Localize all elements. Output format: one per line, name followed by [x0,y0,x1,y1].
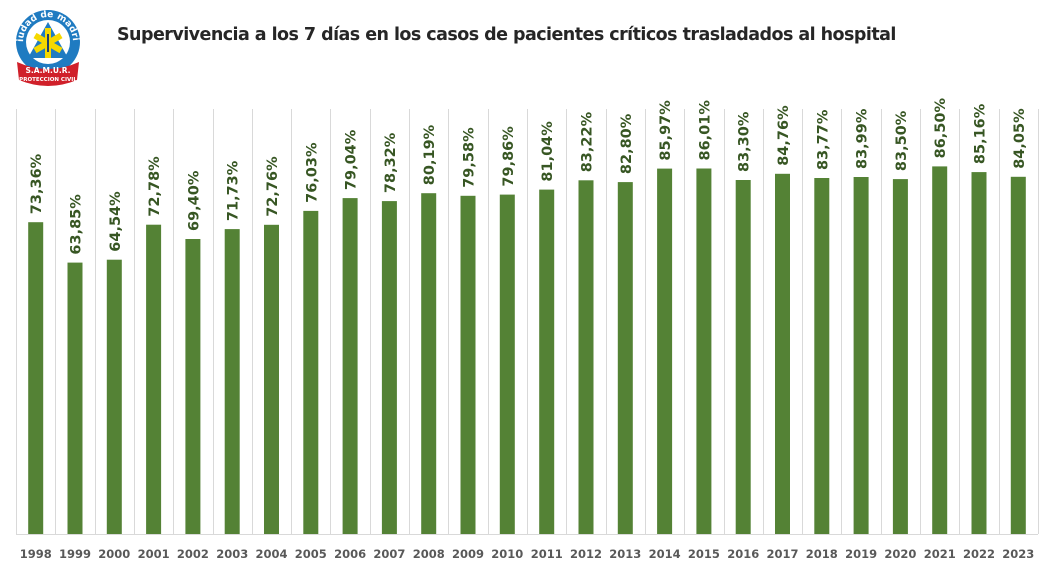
logo-banner-line2: PROTECCION CIVIL [19,77,77,83]
bar-2000 [106,259,122,534]
x-tick-label-1999: 1999 [59,547,91,561]
data-label-2018: 83,77% [815,109,831,170]
x-tick-label-2021: 2021 [924,547,956,561]
x-tick-label-2003: 2003 [216,547,248,561]
bar-2023 [1010,176,1026,535]
samur-logo: ciudad de madrid S.A.M.U.R. PROTECCION C… [13,4,80,86]
data-label-2012: 83,22% [580,111,596,172]
x-tick-label-2005: 2005 [295,547,327,561]
bar-2005 [303,210,319,534]
bar-2013 [617,182,633,534]
data-label-2002: 69,40% [186,170,202,231]
logo-banner [17,62,79,86]
x-tick-label-2008: 2008 [413,547,445,561]
x-tick-label-1998: 1998 [20,547,52,561]
x-tick-label-2012: 2012 [570,547,602,561]
data-label-2020: 83,50% [894,110,910,171]
x-tick-label-2017: 2017 [766,547,798,561]
x-tick-label-2019: 2019 [845,547,877,561]
bar-2016 [735,180,751,534]
bar-1999 [67,262,83,534]
chart-title: Supervivencia a los 7 días en los casos … [117,25,896,45]
bar-2004 [264,224,279,535]
bar-2017 [775,173,790,535]
x-tick-label-2004: 2004 [255,547,287,561]
x-tick-label-2013: 2013 [609,547,641,561]
bar-2018 [814,178,830,534]
x-tick-label-2009: 2009 [452,547,484,561]
x-tick-label-2000: 2000 [98,547,130,561]
data-label-1999: 63,85% [69,194,85,255]
data-label-2015: 86,01% [697,100,713,161]
data-label-1998: 73,36% [29,153,45,214]
data-label-2008: 80,19% [422,124,438,185]
bar-2020 [892,179,908,534]
data-label-2022: 85,16% [973,103,989,164]
data-label-2000: 64,54% [108,191,124,252]
bar-2021 [932,166,948,534]
bar-2009 [460,195,476,535]
data-label-2006: 79,04% [344,129,360,190]
x-tick-label-2014: 2014 [649,547,681,561]
x-tick-label-2010: 2010 [491,547,523,561]
data-label-2009: 79,58% [462,127,478,188]
bar-2003 [224,229,240,534]
bar-2014 [657,168,673,534]
x-axis-ticks: 1998 1999 2000 2001 2002 2003 2004 2005 2006 2007… [20,547,1035,561]
x-tick-label-2001: 2001 [138,547,170,561]
data-label-2023: 84,05% [1012,108,1028,169]
x-tick-label-2022: 2022 [963,547,995,561]
data-label-2004: 72,76% [265,156,281,217]
bar-2015 [696,168,712,534]
bar-2010 [499,194,515,534]
data-label-2019: 83,99% [855,108,871,169]
bar-2019 [853,177,869,534]
data-label-2014: 85,97% [658,100,674,161]
bar-2001 [146,224,162,534]
x-tick-label-2011: 2011 [531,547,563,561]
data-label-2011: 81,04% [540,121,556,182]
data-label-2017: 84,76% [776,105,792,166]
data-label-2021: 86,50% [933,98,949,159]
bars [28,166,1026,535]
x-tick-label-2020: 2020 [884,547,916,561]
bar-2002 [185,239,201,534]
data-label-2013: 82,80% [619,113,635,174]
bar-2011 [539,189,555,534]
x-tick-label-2006: 2006 [334,547,366,561]
x-tick-label-2023: 2023 [1002,547,1034,561]
data-label-2010: 79,86% [501,126,517,187]
x-tick-label-2015: 2015 [688,547,720,561]
bar-1998 [28,222,44,534]
bar-2012 [578,180,594,535]
gridlines [16,109,1039,535]
bar-2008 [421,193,437,534]
x-tick-label-2007: 2007 [373,547,405,561]
data-labels: 73,36% 63,85% 64,54% 72,78% 69,40% 71,73% 72,7… [29,98,1028,255]
data-label-2001: 72,78% [147,156,163,217]
data-label-2007: 78,32% [383,132,399,193]
x-tick-label-2018: 2018 [806,547,838,561]
logo-banner-line1: S.A.M.U.R. [25,66,70,75]
x-tick-label-2016: 2016 [727,547,759,561]
bar-2006 [342,198,358,534]
data-label-2003: 71,73% [226,160,242,221]
bar-2022 [971,172,987,534]
data-label-2016: 83,30% [737,111,753,172]
bar-2007 [381,201,397,534]
data-label-2005: 76,03% [304,142,320,203]
x-tick-label-2002: 2002 [177,547,209,561]
